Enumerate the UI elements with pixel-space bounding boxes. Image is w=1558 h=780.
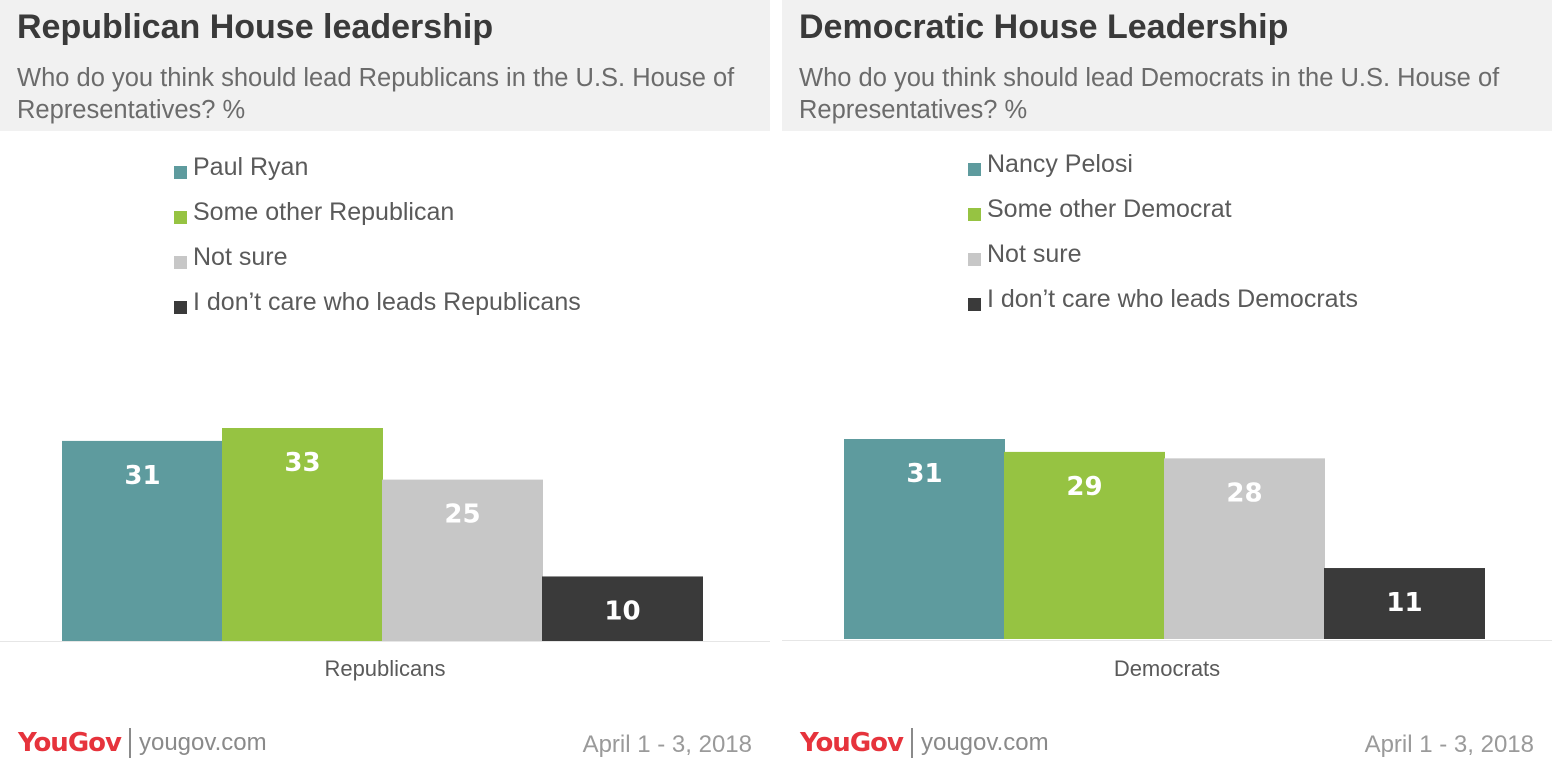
site-url: yougov.com — [138, 729, 267, 756]
legend-swatch — [968, 208, 981, 221]
divider — [910, 728, 913, 758]
bar-1 — [844, 439, 1005, 639]
bar-chart-republicans: 31 33 25 10 — [0, 428, 770, 642]
chart-title: Republican House leadership — [17, 8, 494, 46]
legend-swatch — [174, 166, 187, 179]
chart-subtitle: Who do you think should lead Democrats i… — [799, 64, 1500, 124]
legend-label: Some other Republican — [193, 198, 455, 226]
legend-swatch — [174, 211, 187, 224]
bar-4 — [542, 576, 703, 641]
yougov-logo: YouGov — [18, 728, 122, 758]
bar-4 — [1324, 568, 1485, 639]
legend-label: Not sure — [193, 243, 288, 271]
legend-swatch — [174, 256, 187, 269]
panel-header: Democratic House Leadership Who do you t… — [782, 0, 1552, 131]
bar-value-label: 28 — [1226, 478, 1262, 508]
bar-value-label: 11 — [1386, 588, 1422, 618]
bar-3 — [1164, 458, 1325, 639]
legend-label: Paul Ryan — [193, 153, 309, 181]
legend-swatch — [174, 301, 187, 314]
legend-label: I don’t care who leads Republicans — [193, 288, 581, 316]
brand: YouGov yougov.com — [18, 728, 267, 758]
bar-value-label: 31 — [906, 459, 942, 489]
panel-header: Republican House leadership Who do you t… — [0, 0, 770, 131]
bar-1 — [62, 440, 223, 641]
yougov-logo: YouGov — [800, 728, 904, 758]
chart-title: Democratic House Leadership — [799, 8, 1289, 46]
bar-2 — [222, 428, 383, 641]
survey-date: April 1 - 3, 2018 — [1364, 731, 1534, 758]
survey-date: April 1 - 3, 2018 — [582, 731, 752, 758]
x-axis-label: Republicans — [324, 656, 446, 681]
x-axis-label: Democrats — [1113, 656, 1221, 681]
bar-value-label: 10 — [604, 596, 640, 626]
bar-2 — [1004, 451, 1165, 639]
bar-3 — [382, 479, 543, 641]
legend-label: I don’t care who leads Democrats — [987, 285, 1359, 313]
bar-value-label: 25 — [444, 500, 480, 530]
republican-panel: Republican House leadership Who do you t… — [0, 0, 770, 780]
bar-chart-democrats: 31 29 28 11 — [782, 439, 1552, 641]
chart-subtitle: Who do you think should lead Republicans… — [17, 64, 735, 124]
brand: YouGov yougov.com — [800, 728, 1049, 758]
democratic-panel: Democratic House Leadership Who do you t… — [782, 0, 1552, 780]
legend-swatch — [968, 253, 981, 266]
legend-swatch — [968, 163, 981, 176]
legend-swatch — [968, 298, 981, 311]
site-url: yougov.com — [920, 729, 1049, 756]
bar-value-label: 33 — [284, 448, 320, 478]
divider — [128, 728, 131, 758]
legend-label: Not sure — [987, 240, 1082, 268]
legend-label: Some other Democrat — [987, 195, 1232, 223]
legend-label: Nancy Pelosi — [987, 150, 1133, 178]
bar-value-label: 29 — [1066, 472, 1102, 502]
bar-value-label: 31 — [124, 461, 160, 491]
